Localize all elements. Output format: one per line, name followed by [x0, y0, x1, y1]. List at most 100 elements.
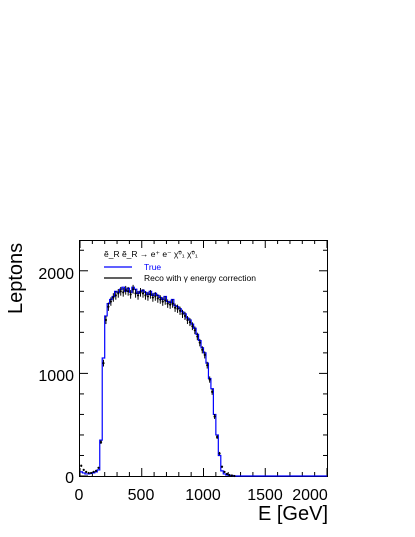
data-point	[176, 304, 179, 313]
data-point	[136, 291, 140, 300]
point-marker	[173, 306, 177, 309]
data-point	[156, 294, 159, 303]
data-point	[102, 359, 105, 367]
data-point	[119, 286, 122, 296]
point-marker	[188, 320, 192, 324]
point-marker	[178, 309, 182, 312]
point-marker	[94, 469, 98, 472]
data-point	[117, 289, 120, 298]
point-marker	[139, 291, 142, 294]
data-point	[178, 306, 182, 315]
data-point	[92, 470, 95, 473]
data-point	[225, 472, 229, 476]
data-point	[166, 299, 169, 308]
data-point	[94, 469, 98, 472]
point-marker	[208, 378, 211, 381]
data-point	[164, 296, 167, 305]
point-marker	[230, 474, 234, 477]
point-marker	[201, 348, 204, 351]
data-point	[107, 302, 110, 311]
point-marker	[166, 302, 169, 305]
point-marker	[169, 303, 172, 306]
point-marker	[87, 471, 90, 475]
point-marker	[136, 294, 140, 297]
point-marker	[90, 471, 93, 475]
data-point	[211, 388, 214, 395]
data-point	[97, 466, 100, 469]
legend: ẽ_R ẽ_R → e⁺ e⁻ χ̃⁰₁ χ̃⁰₁ True Reco with…	[104, 249, 256, 283]
data-point	[233, 474, 236, 478]
point-marker	[191, 325, 194, 328]
point-marker	[233, 474, 236, 478]
point-marker	[154, 295, 157, 298]
point-marker	[151, 296, 154, 299]
point-marker	[159, 298, 162, 301]
point-marker	[203, 353, 206, 357]
point-marker	[129, 293, 132, 296]
legend-label-reco: Reco with γ energy correction	[144, 273, 256, 283]
point-marker	[104, 318, 108, 322]
data-point	[154, 292, 157, 301]
data-point	[112, 293, 115, 302]
point-marker	[198, 341, 201, 344]
data-point	[220, 465, 224, 468]
data-point	[132, 284, 135, 294]
y-tick-label: 0	[65, 470, 74, 487]
data-point	[201, 346, 204, 354]
data-point	[183, 311, 187, 320]
point-marker	[141, 292, 145, 295]
data-point	[193, 326, 196, 335]
data-point	[159, 295, 162, 304]
point-marker	[156, 297, 159, 300]
point-marker	[223, 470, 226, 473]
data-point	[104, 316, 108, 325]
data-point	[141, 289, 145, 298]
legend-title: ẽ_R ẽ_R → e⁺ e⁻ χ̃⁰₁ χ̃⁰₁	[104, 249, 198, 259]
x-tick-label: 0	[75, 487, 84, 504]
point-marker	[132, 288, 135, 291]
point-marker	[186, 318, 189, 322]
data-point	[82, 468, 85, 471]
histogram-line-true	[80, 286, 327, 477]
x-tick-label: 1000	[185, 487, 221, 504]
point-marker	[127, 290, 130, 293]
data-point	[228, 473, 231, 477]
y-tick-label: 1000	[38, 368, 74, 385]
point-marker	[112, 296, 115, 299]
data-point	[122, 287, 125, 297]
point-marker	[213, 415, 216, 418]
data-point	[109, 297, 112, 306]
data-point	[139, 287, 142, 297]
data-point	[186, 316, 189, 325]
series-reco	[80, 284, 236, 478]
data-point	[90, 471, 93, 475]
point-marker	[149, 293, 152, 296]
data-point	[173, 303, 177, 312]
data-point	[181, 309, 184, 318]
data-point	[169, 300, 172, 309]
x-tick-label: 500	[128, 487, 155, 504]
point-marker	[171, 302, 174, 305]
data-point	[230, 474, 234, 477]
data-point	[114, 291, 117, 300]
data-point	[161, 297, 164, 306]
point-marker	[134, 292, 137, 295]
y-axis-title: Leptons	[5, 243, 27, 314]
data-point	[198, 338, 201, 347]
data-point	[215, 435, 219, 440]
point-marker	[97, 466, 100, 469]
point-marker	[146, 295, 150, 298]
point-marker	[181, 312, 184, 315]
point-marker	[85, 470, 88, 473]
point-marker	[183, 314, 187, 318]
point-marker	[225, 472, 229, 476]
point-marker	[161, 300, 164, 303]
data-point	[218, 451, 221, 455]
data-point	[127, 286, 130, 296]
x-axis-title: E [GeV]	[258, 503, 328, 525]
point-marker	[176, 307, 179, 310]
point-marker	[82, 468, 85, 471]
point-marker	[215, 435, 219, 439]
data-point	[223, 470, 226, 473]
